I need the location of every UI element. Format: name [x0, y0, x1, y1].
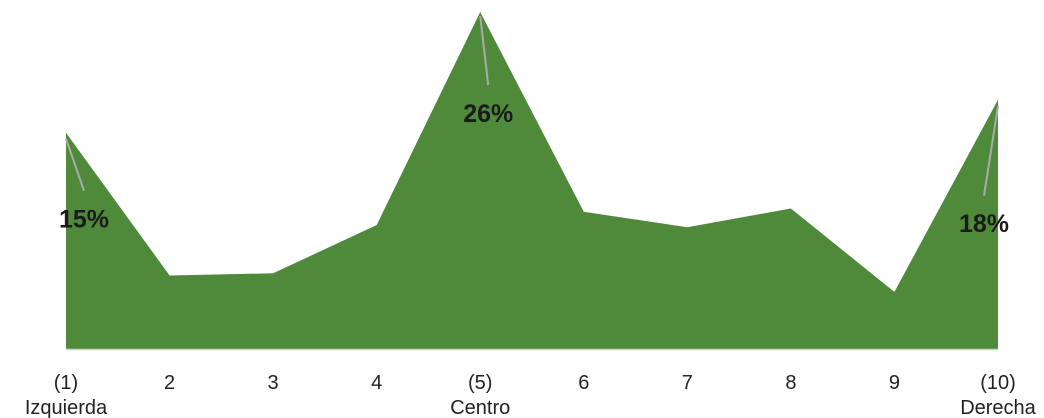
x-tick-label-line: (10) [980, 372, 1016, 394]
leader-line [65, 138, 85, 192]
x-tick-label-line: (1) [54, 372, 78, 394]
x-tick-label-line: (5) [468, 372, 492, 394]
leader-line [479, 15, 490, 86]
area-layer [66, 12, 998, 349]
x-tick-label-line: Derecha [960, 397, 1036, 418]
x-tick-label-line: 4 [371, 372, 382, 394]
x-tick-label-line: Centro [450, 397, 510, 418]
x-tick-label: 3 [268, 372, 279, 394]
x-tick-labels: (1) Izquierda 2 3 4 (5) Centro 6 7 8 9 (10) Derecha [25, 372, 1037, 418]
x-tick-label-line: 7 [682, 372, 693, 394]
x-tick-label: 6 [578, 372, 589, 394]
x-tick-label: 2 [164, 372, 175, 394]
data-labels: 15% 26% 18% [59, 15, 1009, 238]
x-tick-label-line: 9 [889, 372, 900, 394]
x-tick-label: 8 [785, 372, 796, 394]
data-label: 15% [59, 206, 109, 234]
x-tick-label: (1) Izquierda [25, 372, 108, 418]
data-label: 26% [463, 100, 513, 128]
data-label: 18% [959, 210, 1009, 238]
x-tick-label: (5) Centro [450, 372, 510, 418]
x-tick-label-line: 8 [785, 372, 796, 394]
area-series [66, 12, 998, 349]
x-tick-label-line: 3 [268, 372, 279, 394]
x-tick-label-line: Izquierda [25, 397, 108, 418]
x-tick-label-line: 2 [164, 372, 175, 394]
x-tick-label: 4 [371, 372, 382, 394]
leader-line [983, 105, 999, 196]
x-tick-label: (10) Derecha [960, 372, 1036, 418]
x-tick-label: 7 [682, 372, 693, 394]
x-tick-label-line: 6 [578, 372, 589, 394]
x-tick-label: 9 [889, 372, 900, 394]
